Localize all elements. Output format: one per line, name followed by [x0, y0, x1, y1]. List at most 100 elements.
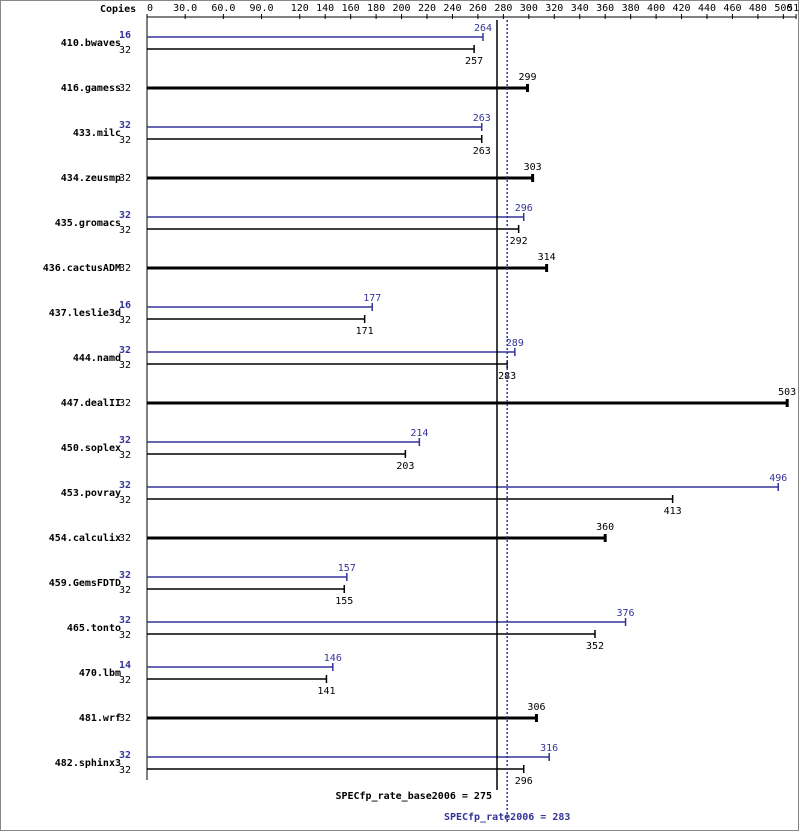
bar — [147, 123, 483, 131]
bar — [147, 135, 483, 143]
bar — [147, 630, 596, 638]
value-label: 299 — [519, 72, 537, 83]
x-tick-label: 200 — [393, 3, 411, 14]
value-label: 360 — [596, 522, 614, 533]
copies: 32 — [119, 570, 131, 581]
value-label: 257 — [465, 56, 483, 67]
copies: 32 — [119, 135, 131, 146]
copies: 32 — [119, 630, 131, 641]
copies-header: Copies — [100, 3, 136, 15]
benchmark-name: 482.sphinx3 — [55, 757, 121, 769]
value-label: 157 — [338, 563, 356, 574]
x-tick-label: 180 — [367, 3, 385, 14]
benchmark-name: 435.gromacs — [55, 218, 121, 229]
copies: 14 — [119, 660, 131, 671]
bar — [147, 495, 674, 503]
bar — [147, 264, 549, 272]
copies: 32 — [119, 480, 131, 491]
value-label: 264 — [474, 23, 492, 34]
copies: 32 — [119, 173, 131, 184]
copies: 32 — [119, 435, 131, 446]
value-label: 306 — [527, 702, 545, 713]
copies: 32 — [119, 225, 131, 236]
value-label: 296 — [515, 776, 533, 787]
copies: 32 — [119, 263, 131, 274]
value-label: 413 — [664, 506, 682, 517]
value-label: 352 — [586, 641, 604, 652]
value-label: 171 — [356, 326, 374, 337]
benchmark-name: 453.povray — [61, 488, 121, 499]
copies: 32 — [119, 765, 131, 776]
x-tick-label: 360 — [596, 3, 614, 14]
bar — [147, 213, 525, 221]
value-label: 316 — [540, 743, 558, 754]
bar — [147, 675, 328, 683]
benchmark-name: 481.wrf — [79, 713, 121, 724]
copies: 32 — [119, 675, 131, 686]
bar — [147, 573, 348, 581]
value-label: 503 — [778, 387, 796, 398]
copies: 32 — [119, 533, 131, 544]
x-tick-label: 240 — [443, 3, 461, 14]
value-label: 496 — [769, 473, 787, 484]
copies: 32 — [119, 45, 131, 56]
x-tick-label: 90.0 — [249, 3, 273, 14]
benchmark-name: 447.dealII — [61, 398, 121, 409]
benchmark-name: 444.namd — [73, 353, 121, 364]
value-label: 376 — [617, 608, 635, 619]
x-tick-label: 380 — [622, 3, 640, 14]
bar — [147, 714, 538, 722]
copies: 32 — [119, 83, 131, 94]
copies: 32 — [119, 750, 131, 761]
copies: 16 — [119, 300, 131, 311]
bar — [147, 174, 535, 182]
value-label: 263 — [473, 146, 491, 157]
copies: 32 — [119, 315, 131, 326]
x-tick-label: 140 — [316, 3, 334, 14]
x-tick-label: 220 — [418, 3, 436, 14]
value-label: 214 — [410, 428, 428, 439]
bar — [147, 348, 516, 356]
x-tick-label: 120 — [291, 3, 309, 14]
bar — [147, 585, 346, 593]
benchmark-name: 465.tonto — [67, 623, 121, 634]
x-tick-label: 320 — [545, 3, 563, 14]
benchmark-name: 434.zeusmp — [61, 173, 121, 184]
benchmark-name: 450.soplex — [61, 443, 121, 454]
copies: 32 — [119, 120, 131, 131]
copies: 32 — [119, 398, 131, 409]
value-label: 177 — [363, 293, 381, 304]
copies: 16 — [119, 30, 131, 41]
bar — [147, 438, 421, 446]
benchmark-name: 433.milc — [73, 127, 121, 139]
x-tick-label: 400 — [647, 3, 665, 14]
bar — [147, 663, 334, 671]
bar — [147, 450, 407, 458]
reference-label: SPECfp_rate_base2006 = 275 — [335, 791, 492, 802]
bar — [147, 483, 780, 491]
copies: 32 — [119, 210, 131, 221]
benchmark-name: 436.cactusADM — [43, 263, 121, 274]
copies: 32 — [119, 615, 131, 626]
x-tick-label: 60.0 — [211, 3, 235, 14]
bar — [147, 399, 789, 407]
bar — [147, 225, 520, 233]
reference-label: SPECfp_rate2006 = 283 — [444, 812, 570, 823]
value-label: 155 — [335, 596, 353, 607]
x-tick-label: 510 — [787, 3, 799, 14]
copies: 32 — [119, 495, 131, 506]
value-label: 203 — [396, 461, 414, 472]
x-tick-label: 160 — [342, 3, 360, 14]
bar — [147, 753, 550, 761]
value-label: 146 — [324, 653, 342, 664]
benchmark-name: 459.GemsFDTD — [49, 578, 121, 589]
copies: 32 — [119, 450, 131, 461]
x-tick-label: 460 — [723, 3, 741, 14]
value-label: 296 — [515, 203, 533, 214]
benchmark-name: 437.leslie3d — [49, 307, 121, 319]
copies: 32 — [119, 345, 131, 356]
copies: 32 — [119, 713, 131, 724]
value-label: 263 — [473, 113, 491, 124]
bar — [147, 315, 366, 323]
